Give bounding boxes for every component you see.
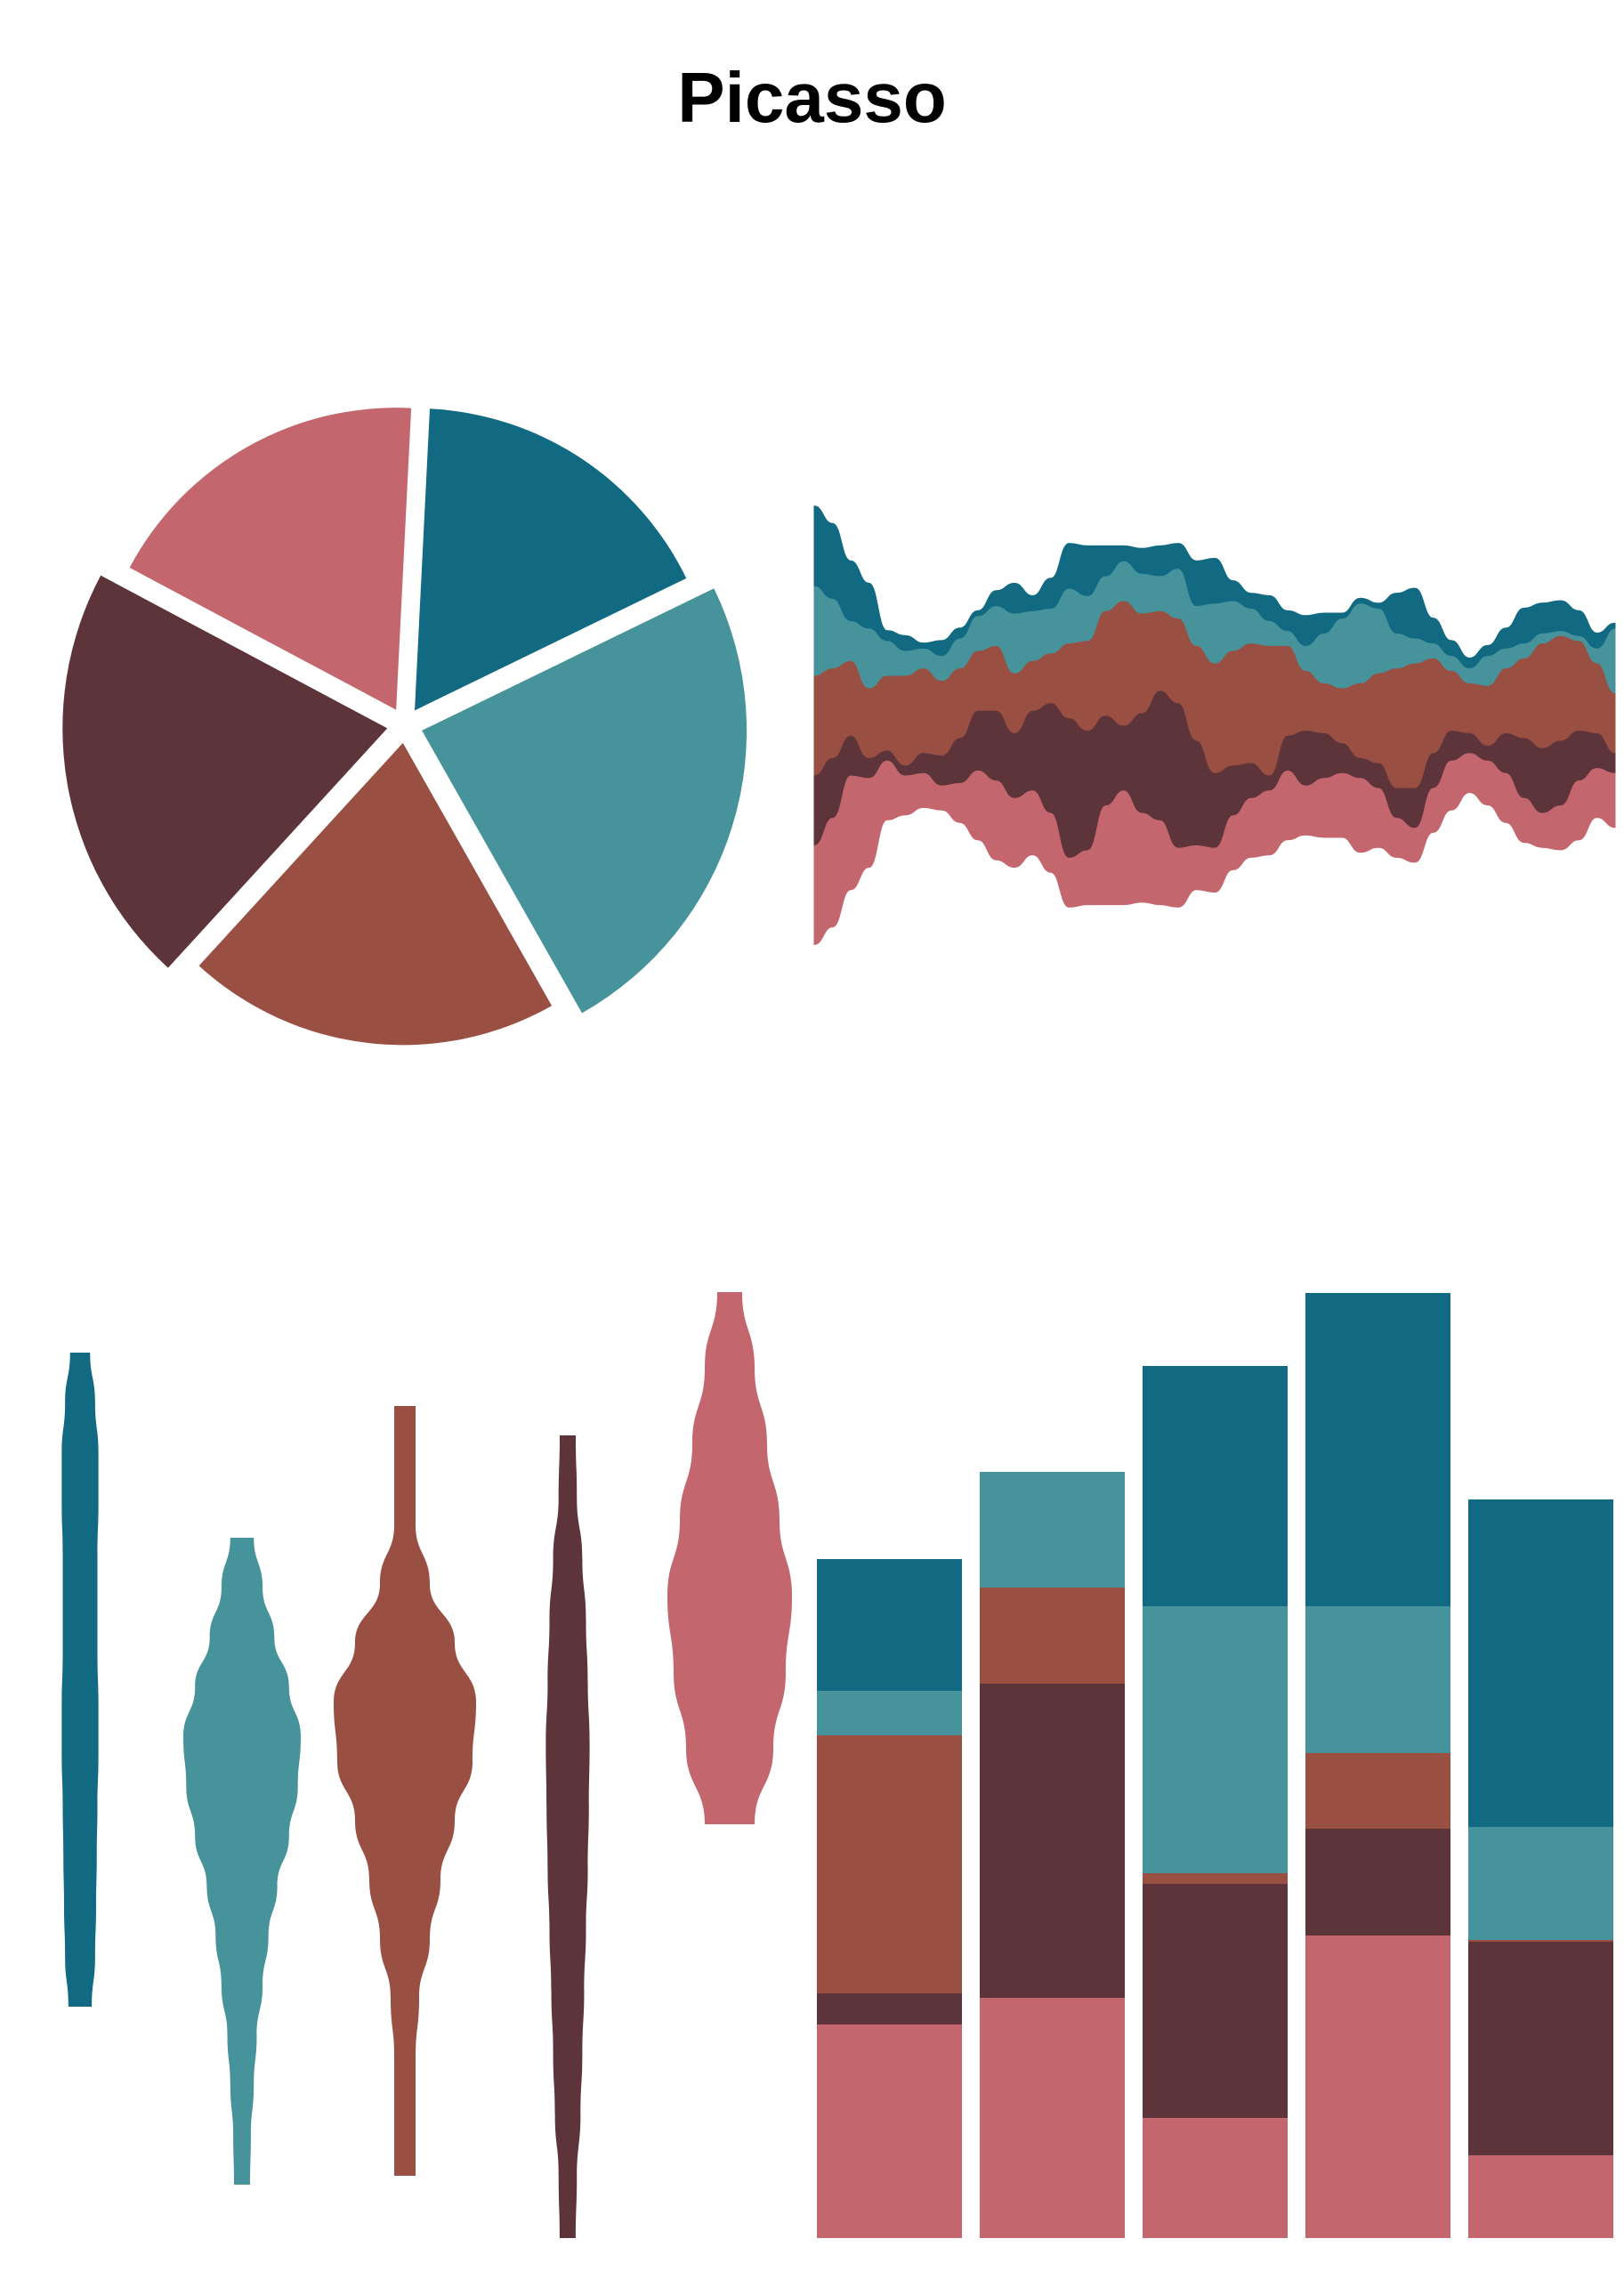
pie-slice-1 [415,408,687,711]
pie-chart [62,408,747,1046]
bar-4-segment-3 [1305,1753,1450,1829]
bar-2-segment-1 [980,1998,1125,2238]
streamgraph-chart [813,505,1616,945]
violin-1 [61,1353,99,2007]
bar-5-segment-5 [1468,1499,1613,1827]
bar-1-segment-1 [817,2024,962,2238]
bar-5-segment-4 [1468,1827,1613,1940]
bar-4-segment-2 [1305,1829,1450,1935]
stacked-bar-chart [817,1293,1613,2238]
bar-1-segment-4 [817,1691,962,1735]
violin-3 [334,1406,476,2176]
bar-4-segment-4 [1305,1606,1450,1753]
bar-2-segment-3 [980,1588,1125,1684]
bar-2-segment-2 [980,1684,1125,1998]
bar-5-segment-1 [1468,2155,1613,2238]
bar-3-segment-1 [1143,2118,1288,2238]
bar-3-segment-2 [1143,1884,1288,2118]
violin-chart [61,1292,792,2238]
bar-1-segment-2 [817,1993,962,2024]
violin-4 [545,1435,590,2238]
bar-5-segment-3 [1468,1940,1613,1942]
bar-5-segment-2 [1468,1942,1613,2155]
bar-1-segment-5 [817,1559,962,1691]
bar-3-segment-3 [1143,1873,1288,1884]
violin-2 [183,1538,301,2185]
pie-slice-2 [422,588,747,1014]
bar-4-segment-5 [1305,1293,1450,1606]
pie-slice-3 [198,742,553,1046]
bar-3-segment-5 [1143,1366,1288,1606]
chart-title: Picasso [677,58,947,137]
pie-slice-5 [129,408,412,710]
violin-5 [667,1292,792,1824]
bar-2-segment-4 [980,1472,1125,1588]
bar-1-segment-3 [817,1735,962,1993]
bar-4-segment-1 [1305,1935,1450,2238]
stream-layer-1 [813,505,1616,669]
bar-3-segment-4 [1143,1606,1288,1873]
pie-slice-4 [62,575,388,968]
